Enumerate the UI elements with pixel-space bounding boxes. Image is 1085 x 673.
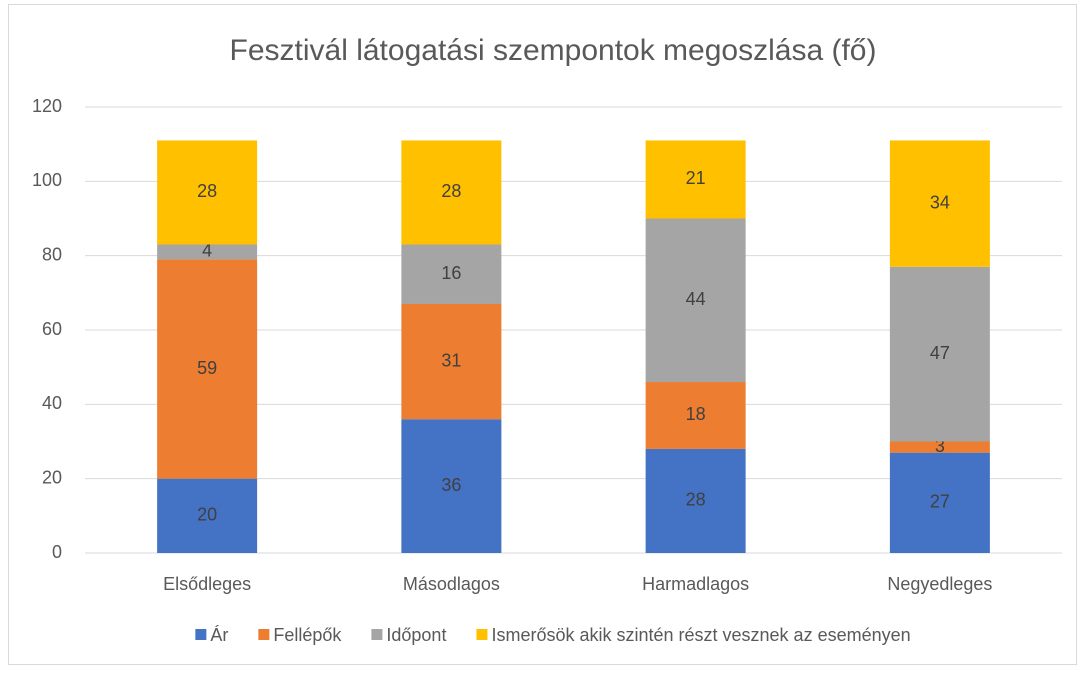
bar-segment bbox=[157, 259, 258, 479]
data-label: 31 bbox=[441, 350, 461, 370]
bar-segment bbox=[645, 140, 746, 219]
bar-segment bbox=[401, 244, 502, 304]
bar-segment bbox=[889, 441, 990, 453]
bar-segment bbox=[157, 140, 258, 245]
data-label: 27 bbox=[930, 492, 950, 512]
bar-segment bbox=[889, 266, 990, 442]
data-label: 18 bbox=[686, 404, 706, 424]
bar-segment bbox=[401, 140, 502, 245]
y-tick-label: 120 bbox=[32, 96, 62, 116]
data-label: 34 bbox=[930, 192, 950, 212]
data-label: 4 bbox=[202, 241, 212, 261]
legend-label: Ár bbox=[210, 625, 228, 645]
x-tick-label: Harmadlagos bbox=[642, 574, 749, 594]
bar-segment bbox=[645, 382, 746, 449]
legend-label: Ismerősök akik szintén részt vesznek az … bbox=[491, 625, 910, 645]
data-label: 36 bbox=[441, 475, 461, 495]
bar-segment bbox=[889, 140, 990, 267]
bar-segment bbox=[401, 419, 502, 553]
data-label: 3 bbox=[935, 436, 945, 456]
data-label: 28 bbox=[441, 181, 461, 201]
data-label: 59 bbox=[197, 358, 217, 378]
bar-segment bbox=[157, 478, 258, 553]
legend-swatch bbox=[371, 629, 383, 640]
bar-segment bbox=[645, 448, 746, 553]
data-label: 28 bbox=[197, 181, 217, 201]
y-tick-label: 80 bbox=[42, 244, 62, 264]
legend-swatch bbox=[476, 629, 488, 640]
y-tick-label: 100 bbox=[32, 170, 62, 190]
x-tick-label: Másodlagos bbox=[403, 574, 500, 594]
bar-segment bbox=[645, 218, 746, 383]
y-tick-label: 60 bbox=[42, 319, 62, 339]
legend-swatch bbox=[258, 629, 270, 640]
bar-segment bbox=[157, 244, 258, 260]
y-tick-label: 40 bbox=[42, 393, 62, 413]
x-tick-label: Elsődleges bbox=[163, 574, 251, 594]
bar-segment bbox=[401, 303, 502, 420]
data-label: 44 bbox=[686, 289, 706, 309]
data-label: 20 bbox=[197, 505, 217, 525]
data-label: 21 bbox=[686, 168, 706, 188]
data-label: 16 bbox=[441, 263, 461, 283]
data-label: 28 bbox=[686, 490, 706, 510]
legend-label: Fellépők bbox=[273, 625, 342, 645]
y-tick-label: 20 bbox=[42, 467, 62, 487]
data-label: 47 bbox=[930, 343, 950, 363]
legend-swatch bbox=[195, 629, 207, 640]
legend-label: Időpont bbox=[386, 625, 446, 645]
y-tick-label: 0 bbox=[52, 542, 62, 562]
x-tick-label: Negyedleges bbox=[887, 574, 992, 594]
bar-segment bbox=[889, 452, 990, 553]
chart-title: Fesztivál látogatási szempontok megoszlá… bbox=[230, 34, 877, 67]
